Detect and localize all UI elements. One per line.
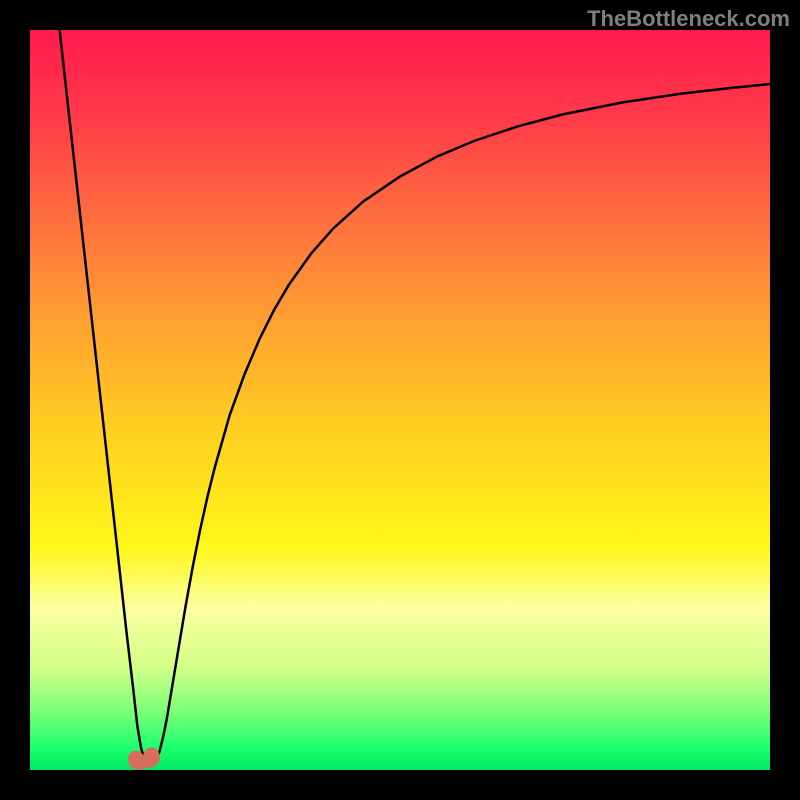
plot-svg xyxy=(30,30,770,770)
plot-area xyxy=(30,30,770,770)
plot-background xyxy=(30,30,770,770)
chart-root: TheBottleneck.com xyxy=(0,0,800,800)
watermark-text: TheBottleneck.com xyxy=(587,6,790,32)
